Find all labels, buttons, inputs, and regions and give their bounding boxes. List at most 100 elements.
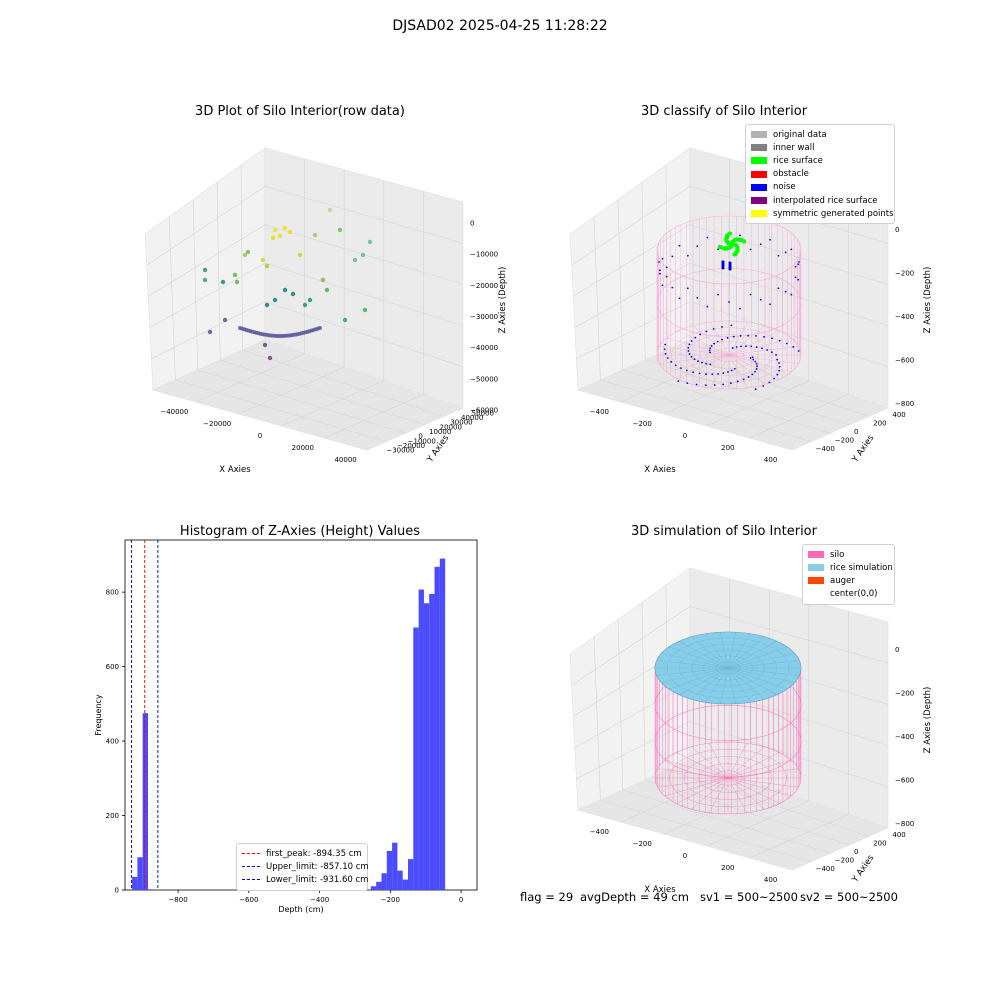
grid-line — [622, 789, 831, 854]
raw-point — [245, 249, 251, 255]
noise-point — [736, 380, 739, 383]
noise-point — [688, 353, 691, 355]
rice-mesh-spoke — [668, 667, 729, 690]
noise-point — [750, 345, 753, 348]
grid-line — [600, 799, 812, 862]
y-tick-label: 0 — [854, 428, 858, 436]
z-tick-label: −400 — [895, 313, 914, 321]
rice-mesh-spoke — [727, 660, 800, 669]
y-tick-label: −200 — [835, 856, 854, 864]
grid-line — [216, 182, 221, 361]
x-tick-label: −200 — [633, 420, 652, 428]
legend-entry: inner wall — [751, 141, 889, 154]
noise-point — [769, 238, 772, 241]
rice-mesh-spoke — [679, 667, 729, 695]
x-axis-label: X Axies — [644, 885, 676, 895]
grid-line — [641, 182, 646, 361]
legend-entry: obstacle — [751, 168, 889, 181]
floor-pane — [152, 339, 464, 451]
rice-surface-point — [733, 252, 738, 257]
y-tick-label: 600 — [106, 663, 119, 671]
noise-point — [677, 380, 680, 383]
rice-mesh-spoke — [727, 667, 736, 704]
y-axis-label: Frequency — [94, 694, 103, 736]
noise-point — [666, 357, 669, 359]
classify-legend: original data inner wall rice surface obsta… — [745, 124, 895, 225]
noise-point — [768, 381, 771, 384]
noise-point — [749, 293, 752, 296]
x-axis-label: X Axies — [219, 465, 251, 475]
noise-point — [690, 355, 693, 358]
silo-floor-ring — [671, 327, 787, 383]
raw-point — [232, 272, 238, 278]
histogram-bar — [137, 857, 143, 890]
raw-point — [302, 302, 308, 308]
silo-floor-spoke — [727, 752, 780, 779]
x-tick-label: 200 — [721, 864, 734, 872]
noise-point — [747, 334, 750, 337]
noise-point — [769, 303, 772, 306]
noise-point — [739, 307, 741, 310]
noise-point — [671, 255, 674, 258]
noise-point — [749, 248, 752, 251]
raw-point — [324, 287, 330, 293]
avg-depth-text: avgDepth = 49 cm — [580, 890, 689, 904]
noise-point — [696, 296, 699, 299]
silo-floor-ring — [699, 341, 759, 369]
raw-point — [222, 317, 228, 323]
x-axis-label: Depth (cm) — [278, 905, 323, 914]
noise-point — [755, 335, 757, 337]
x-tick-label: −400 — [310, 896, 329, 904]
raw-point — [220, 279, 226, 285]
grid-line — [620, 773, 730, 823]
classify-panel-title: 3D classify of Silo Interior — [640, 104, 808, 119]
grid-line — [264, 186, 464, 244]
noise-point — [705, 362, 708, 365]
noise-point — [797, 278, 800, 281]
histogram-bar — [376, 881, 382, 890]
noise-point — [706, 236, 709, 239]
noise-point — [665, 275, 668, 278]
silo-floor-spoke — [728, 354, 781, 380]
noise-point — [731, 347, 734, 349]
raw-point — [282, 225, 288, 231]
raw-point — [202, 267, 208, 273]
noise-point — [705, 373, 707, 375]
noise-point — [658, 261, 660, 263]
noise-point — [713, 384, 716, 386]
silo-floor-ring — [714, 347, 744, 363]
histogram-bar — [402, 879, 409, 890]
raw-point — [297, 252, 303, 258]
legend-label: obstacle — [773, 169, 809, 180]
legend-label: silo — [830, 549, 845, 560]
grid-line — [168, 216, 176, 381]
raw-point — [264, 263, 270, 269]
histogram-bar — [392, 842, 398, 890]
z-axis-label: Z Axies (Depth) — [498, 267, 508, 334]
grid-line — [622, 369, 831, 434]
silo-floor-spoke — [710, 322, 730, 356]
grid-line — [749, 394, 849, 439]
z-tick-label: −20000 — [470, 282, 498, 290]
silo-floor-ring — [669, 748, 787, 808]
raw-point — [367, 239, 373, 245]
noise-point — [776, 358, 779, 361]
rice-mesh-spoke — [656, 667, 729, 676]
silo-floor-spoke — [727, 777, 765, 810]
grid-line — [192, 199, 199, 371]
legend-entry: noise — [751, 181, 889, 194]
legend-swatch — [242, 879, 260, 881]
silo-floor-spoke — [728, 354, 748, 388]
legend-label: rice simulation — [830, 562, 893, 573]
rice-surface-point — [728, 245, 733, 250]
rice-mesh-spoke — [705, 633, 729, 669]
raw-point — [272, 227, 278, 233]
silo-floor-spoke — [692, 325, 730, 356]
noise-point — [778, 365, 781, 368]
silo-floor-spoke — [727, 777, 780, 804]
noise-point — [697, 360, 699, 363]
x-tick-label: 400 — [764, 456, 777, 464]
noise-point — [713, 342, 716, 345]
legend-swatch — [751, 170, 767, 178]
rice-surface-point — [730, 242, 735, 246]
